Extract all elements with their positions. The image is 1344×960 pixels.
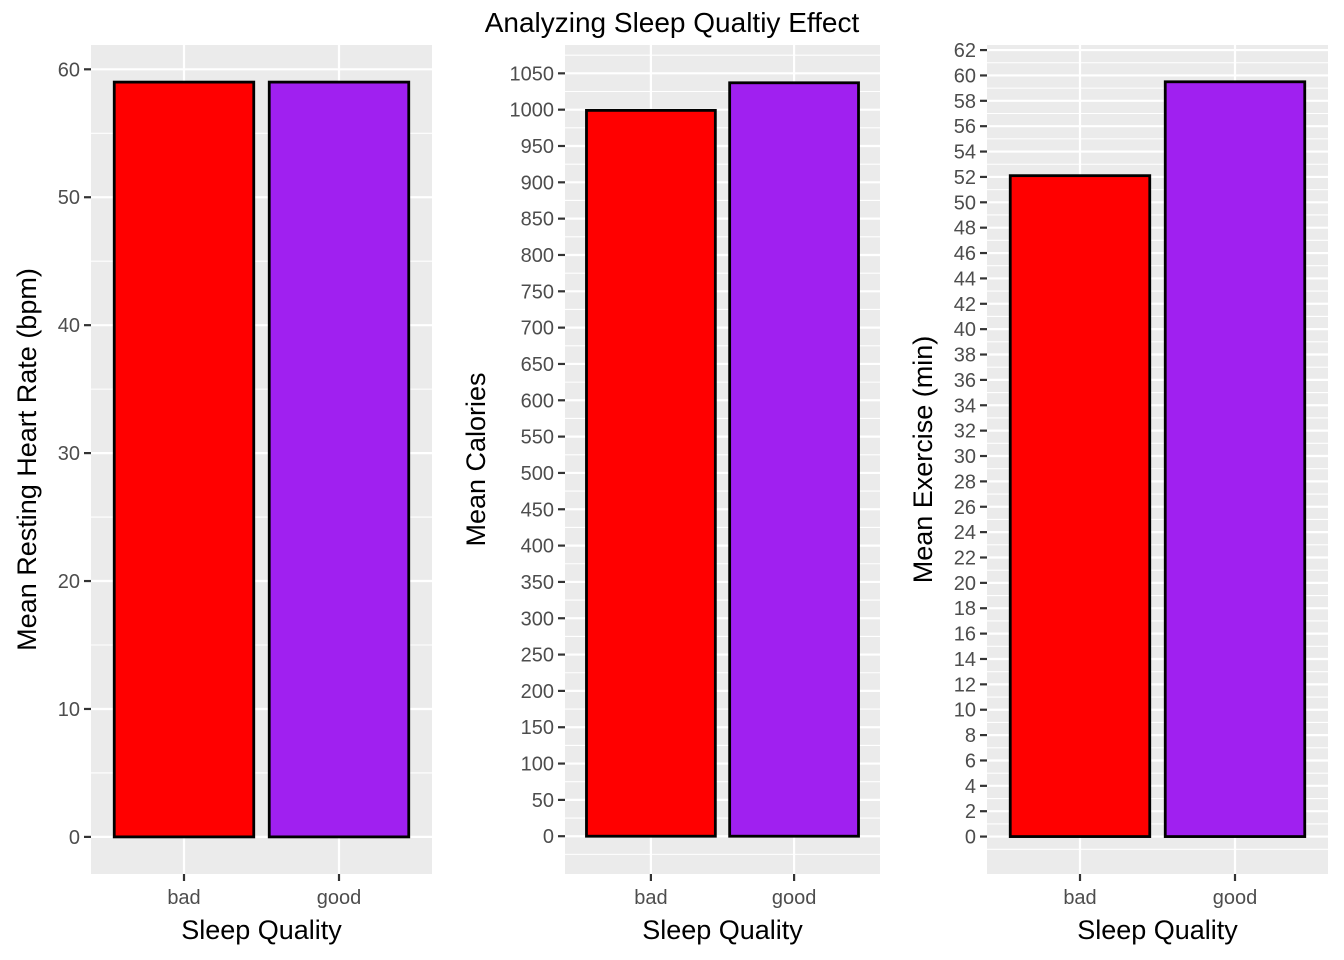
y-tick-label: 150 — [521, 717, 554, 739]
y-tick-label: 36 — [954, 370, 976, 392]
y-tick-label: 300 — [521, 608, 554, 630]
y-tick-label: 500 — [521, 463, 554, 485]
y-tick-label: 0 — [965, 827, 976, 849]
y-tick-label: 60 — [58, 59, 80, 81]
y-axis-title: Mean Exercise (min) — [908, 336, 938, 584]
y-tick-label: 58 — [954, 91, 976, 113]
y-axis-title: Mean Resting Heart Rate (bpm) — [12, 268, 42, 651]
x-tick-label-bad: bad — [634, 887, 667, 909]
y-tick-label: 950 — [521, 136, 554, 158]
y-tick-label: 700 — [521, 318, 554, 340]
bar-bad — [1008, 174, 1152, 838]
x-tick-label-good: good — [317, 887, 362, 909]
y-tick-label: 650 — [521, 354, 554, 376]
x-tick-label-good: good — [772, 887, 817, 909]
y-tick-label: 350 — [521, 572, 554, 594]
y-tick-label: 42 — [954, 294, 976, 316]
y-tick-label: 22 — [954, 547, 976, 569]
y-tick-label: 200 — [521, 681, 554, 703]
x-tick-label-good: good — [1213, 887, 1258, 909]
y-tick-label: 50 — [58, 187, 80, 209]
y-tick-label: 12 — [954, 674, 976, 696]
y-tick-label: 62 — [954, 40, 976, 62]
y-tick-label: 0 — [543, 826, 554, 848]
panel-exercise: 0246810121416182022242628303234363840424… — [908, 40, 1328, 945]
y-tick-label: 46 — [954, 243, 976, 265]
y-tick-label: 250 — [521, 645, 554, 667]
y-tick-label: 30 — [58, 443, 80, 465]
y-tick-label: 6 — [965, 750, 976, 772]
bar-bad — [112, 80, 256, 839]
y-tick-label: 900 — [521, 172, 554, 194]
x-tick-label-bad: bad — [167, 887, 200, 909]
x-axis-title: Sleep Quality — [181, 915, 342, 945]
y-tick-label: 1050 — [510, 63, 555, 85]
x-axis-title: Sleep Quality — [642, 915, 803, 945]
y-tick-label: 52 — [954, 167, 976, 189]
y-tick-label: 18 — [954, 598, 976, 620]
y-tick-label: 0 — [69, 827, 80, 849]
bar-good — [267, 80, 411, 839]
y-tick-label: 24 — [954, 522, 976, 544]
y-tick-label: 34 — [954, 395, 976, 417]
y-tick-label: 28 — [954, 471, 976, 493]
y-tick-label: 26 — [954, 497, 976, 519]
x-axis-title: Sleep Quality — [1077, 915, 1238, 945]
y-tick-label: 56 — [954, 116, 976, 138]
y-tick-label: 54 — [954, 142, 976, 164]
panel-resting-heart-rate: 0 10 20 30 40 50 60 bad good Sleep Quality Mean Re… — [12, 45, 432, 945]
y-tick-label: 20 — [954, 573, 976, 595]
y-tick-label: 48 — [954, 218, 976, 240]
y-tick-label: 20 — [58, 571, 80, 593]
x-tick-label-bad: bad — [1063, 887, 1096, 909]
y-tick-label: 10 — [58, 699, 80, 721]
y-tick-label: 60 — [954, 65, 976, 87]
y-tick-label: 2 — [965, 801, 976, 823]
y-tick-label: 38 — [954, 345, 976, 367]
y-tick-label: 10 — [954, 700, 976, 722]
y-tick-label: 50 — [954, 192, 976, 214]
y-tick-label: 8 — [965, 725, 976, 747]
chart-title: Analyzing Sleep Qualtiy Effect — [485, 7, 860, 38]
bar-good — [1163, 80, 1307, 838]
y-axis-title: Mean Calories — [461, 372, 491, 546]
y-tick-label: 1000 — [510, 100, 555, 122]
y-tick-label: 40 — [954, 319, 976, 341]
y-tick-label: 40 — [58, 315, 80, 337]
y-tick-label: 4 — [965, 776, 976, 798]
y-tick-label: 850 — [521, 209, 554, 231]
panel-calories: 0 50 100 150 200 250 300 350 400 450 500 550 600 650 7… — [461, 45, 880, 945]
y-tick-label: 600 — [521, 390, 554, 412]
y-tick-label: 100 — [521, 754, 554, 776]
bar-good — [728, 81, 860, 838]
y-tick-label: 14 — [954, 649, 976, 671]
y-tick-label: 32 — [954, 421, 976, 443]
y-tick-label: 50 — [532, 790, 554, 812]
y-tick-label: 30 — [954, 446, 976, 468]
y-tick-label: 44 — [954, 268, 976, 290]
y-tick-label: 750 — [521, 281, 554, 303]
y-tick-label: 16 — [954, 624, 976, 646]
y-tick-label: 450 — [521, 499, 554, 521]
y-tick-label: 400 — [521, 536, 554, 558]
bar-bad — [585, 108, 717, 838]
y-tick-label: 800 — [521, 245, 554, 267]
y-tick-label: 550 — [521, 427, 554, 449]
